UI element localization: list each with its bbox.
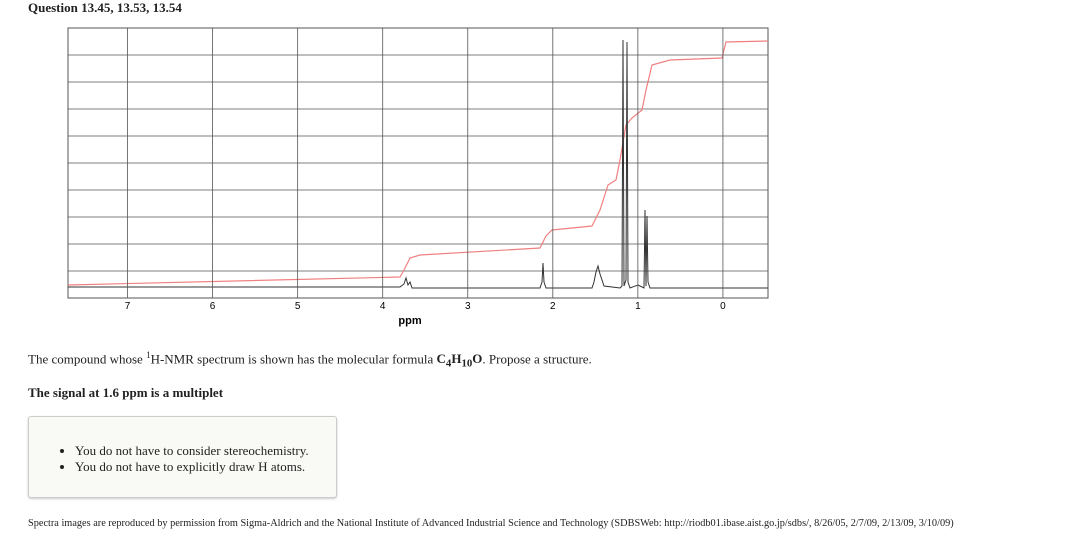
hint: You do not have to explicitly draw H ato… — [75, 459, 336, 475]
text: The compound whose — [28, 351, 147, 367]
h-grid — [68, 54, 768, 272]
text: . Propose a structure. — [482, 351, 592, 367]
x-tick-label: 3 — [465, 301, 471, 312]
formula: H — [451, 351, 462, 367]
x-tick-label: 4 — [380, 301, 386, 312]
hint-box: You do not have to consider stereochemis… — [28, 416, 337, 498]
x-tick-label: 5 — [295, 301, 301, 312]
note: The signal at 1.6 ppm is a multiplet — [28, 385, 224, 400]
hint: You do not have to consider stereochemis… — [75, 443, 336, 459]
x-tick-label: 0 — [720, 301, 726, 312]
text: H-NMR spectrum is shown has the molecula… — [150, 351, 437, 367]
spectrum-trace — [68, 39, 768, 289]
subscript: 4 — [445, 357, 452, 370]
subscript: 10 — [461, 357, 473, 370]
footer: Spectra images are reproduced by permiss… — [28, 518, 954, 529]
superscript: 1 — [146, 350, 151, 360]
formula: O — [472, 351, 483, 367]
x-axis-label: ppm — [398, 315, 421, 327]
x-tick-label: 1 — [635, 301, 641, 312]
x-tick-label: 7 — [125, 301, 131, 312]
formula: C — [436, 351, 446, 367]
x-tick-label: 6 — [210, 301, 216, 312]
question-text: The compound whose 1H-NMR spectrum is sh… — [28, 350, 592, 370]
spectrum: ppm 7 6 5 4 3 2 1 0 — [67, 27, 769, 327]
integral-curve — [67, 40, 769, 286]
x-tick-label: 2 — [550, 301, 556, 312]
title: Question 13.45, 13.53, 13.54 — [28, 0, 182, 15]
